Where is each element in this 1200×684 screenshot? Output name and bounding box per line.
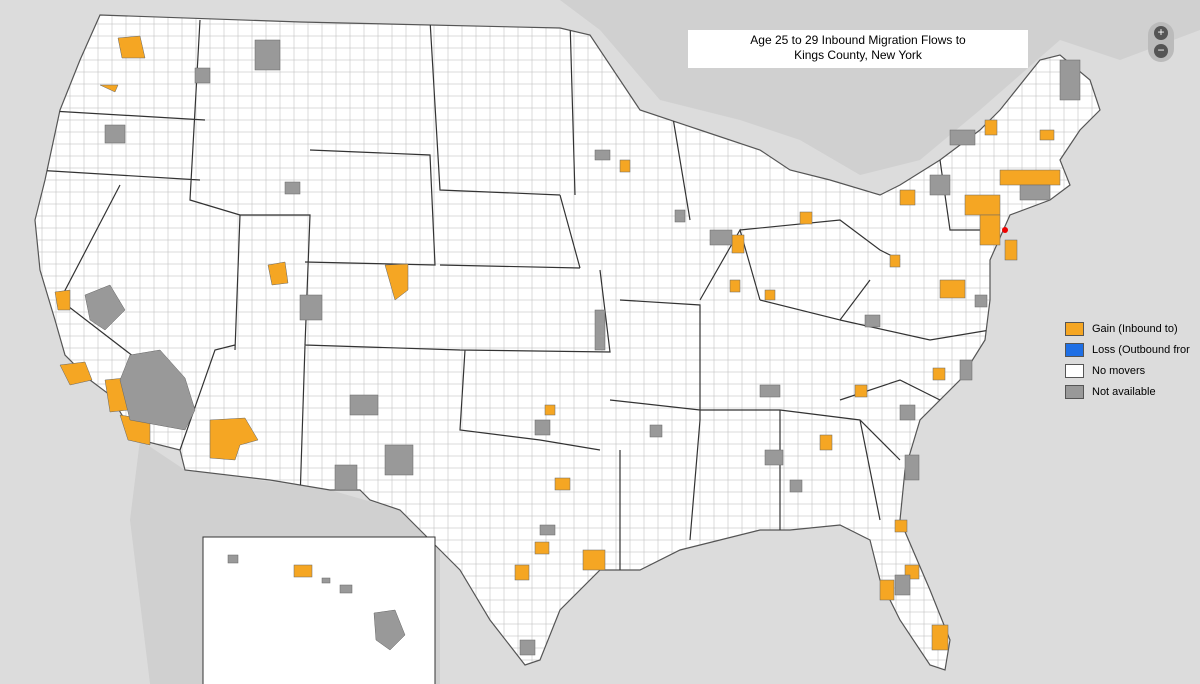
legend-item: Gain (Inbound to) [1065,318,1200,339]
legend-swatch [1065,321,1084,336]
kings-county-marker [1002,227,1008,233]
hawaii-inset [202,536,436,684]
hawaii-islands [227,554,406,651]
zoom-in[interactable]: + [1154,26,1168,40]
legend-item: No movers [1065,360,1200,381]
legend-swatch [1065,384,1084,399]
legend: Gain (Inbound to) Loss (Outbound fror No m… [1065,318,1200,402]
title-line: Age 25 to 29 Inbound Migration Flows to [750,33,966,47]
map-title: Age 25 to 29 Inbound Migration Flows to … [688,30,1028,68]
state-borders [35,19,1000,570]
legend-label: No movers [1092,364,1146,377]
legend-item: Loss (Outbound fror [1065,339,1200,360]
title-line: Kings County, New York [794,48,922,62]
legend-swatch [1065,342,1084,357]
legend-label: Loss (Outbound fror [1092,343,1190,356]
legend-item: Not available [1065,381,1200,402]
zoom-control: + − [1148,22,1174,62]
legend-label: Gain (Inbound to) [1092,322,1178,335]
zoom-out[interactable]: − [1154,44,1168,58]
hawaii-gain [293,564,313,578]
legend-swatch [1065,363,1084,378]
legend-label: Not available [1092,385,1156,398]
